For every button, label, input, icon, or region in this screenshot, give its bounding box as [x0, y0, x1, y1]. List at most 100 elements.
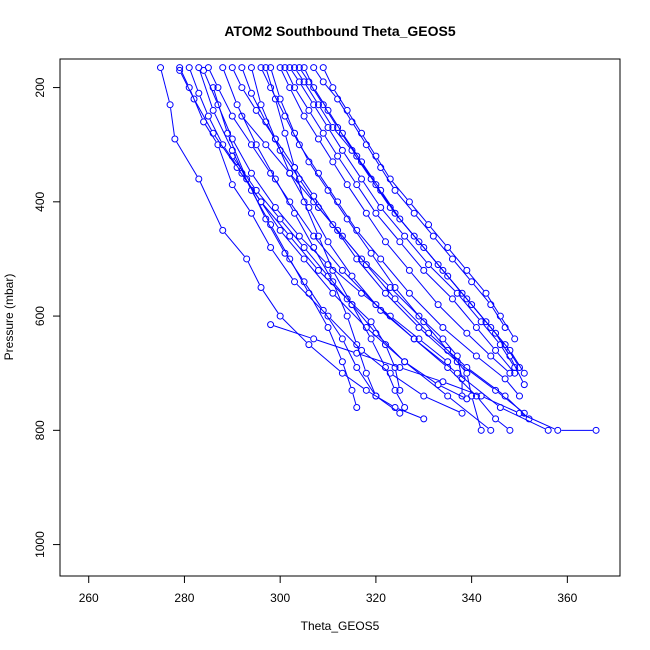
data-point — [348, 301, 356, 309]
series-line-segment — [277, 209, 298, 234]
series-3 — [185, 64, 495, 434]
series-line-segment — [435, 238, 451, 257]
series-line-segment — [329, 193, 346, 217]
data-point — [300, 78, 308, 86]
series-line-segment — [209, 119, 222, 142]
data-point — [477, 426, 485, 434]
series-line-segment — [377, 158, 389, 177]
data-point — [238, 84, 246, 92]
series-21 — [267, 321, 600, 434]
data-point — [492, 386, 500, 394]
series-line-segment — [218, 147, 232, 182]
data-point — [372, 392, 380, 400]
data-point — [410, 232, 418, 240]
series-line-segment — [315, 198, 332, 223]
series-line-segment — [291, 176, 308, 205]
data-point — [425, 261, 433, 269]
data-point — [448, 295, 456, 303]
data-point — [214, 84, 222, 92]
series-line-segment — [262, 204, 279, 228]
data-point — [405, 198, 413, 206]
series-line-segment — [363, 164, 380, 188]
series-line-segment — [395, 370, 400, 388]
data-point — [463, 329, 471, 337]
data-point — [386, 369, 394, 377]
series-line-segment — [170, 108, 175, 136]
series-line-segment — [286, 119, 299, 142]
series-line-segment — [382, 261, 408, 291]
data-point — [391, 386, 399, 394]
data-point — [314, 204, 322, 212]
x-axis-label: Theta_GEOS5 — [301, 619, 380, 633]
data-point — [252, 106, 260, 114]
series-line-segment — [511, 353, 523, 371]
series-line-segment — [305, 70, 313, 85]
data-point — [262, 118, 270, 126]
data-point — [324, 312, 332, 320]
series-line-segment — [392, 317, 417, 338]
data-point — [492, 415, 500, 423]
series-line-segment — [425, 249, 446, 274]
data-point — [286, 169, 294, 177]
data-point — [386, 284, 394, 292]
series-line-segment — [180, 73, 193, 97]
data-point — [343, 312, 351, 320]
data-point — [324, 323, 332, 331]
series-line-segment — [311, 346, 341, 372]
series-line-segment — [454, 261, 470, 280]
series-line-segment — [310, 164, 327, 188]
data-point — [439, 323, 447, 331]
data-point — [214, 101, 222, 109]
data-point — [463, 369, 471, 377]
data-point — [372, 301, 380, 309]
data-point — [439, 378, 447, 386]
series-line-segment — [382, 209, 403, 234]
data-point — [425, 329, 433, 337]
series-line-segment — [276, 181, 294, 211]
data-point — [271, 204, 279, 212]
series-line-segment — [233, 158, 255, 188]
series-line-segment — [316, 339, 354, 353]
series-line-segment — [454, 301, 475, 326]
data-point — [487, 352, 495, 360]
data-point — [353, 403, 361, 411]
series-line-segment — [276, 141, 293, 165]
series-line-segment — [449, 249, 465, 269]
series-line-segment — [421, 318, 441, 337]
series-line-segment — [199, 96, 208, 114]
data-point — [367, 249, 375, 257]
data-point — [157, 64, 165, 72]
chart-title: ATOM2 Southbound Theta_GEOS5 — [224, 23, 455, 39]
data-point — [515, 392, 523, 400]
data-point — [338, 146, 346, 154]
data-point — [353, 255, 361, 263]
data-point — [267, 321, 275, 329]
series-line-segment — [285, 136, 295, 165]
data-point — [305, 289, 313, 297]
data-point — [319, 101, 327, 109]
series-line-segment — [262, 204, 288, 234]
data-point — [391, 284, 399, 292]
data-point — [295, 232, 303, 240]
data-point — [291, 164, 299, 172]
data-point — [300, 244, 308, 252]
series-line-segment — [176, 141, 198, 177]
data-point — [276, 226, 284, 234]
series-line-segment — [387, 244, 408, 269]
data-point — [200, 66, 208, 74]
series-16 — [195, 64, 361, 411]
series-1 — [157, 64, 428, 423]
data-point — [420, 244, 428, 252]
data-point — [338, 358, 346, 366]
data-point — [252, 141, 260, 149]
data-point — [310, 192, 318, 200]
series-line-segment — [315, 70, 322, 80]
series-line-segment — [315, 107, 327, 125]
data-point — [377, 255, 385, 263]
series-line-segment — [257, 147, 275, 177]
data-point — [305, 106, 313, 114]
data-point — [305, 204, 313, 212]
series-line-segment — [319, 107, 332, 125]
series-19 — [209, 84, 404, 417]
series-line-segment — [372, 341, 385, 365]
